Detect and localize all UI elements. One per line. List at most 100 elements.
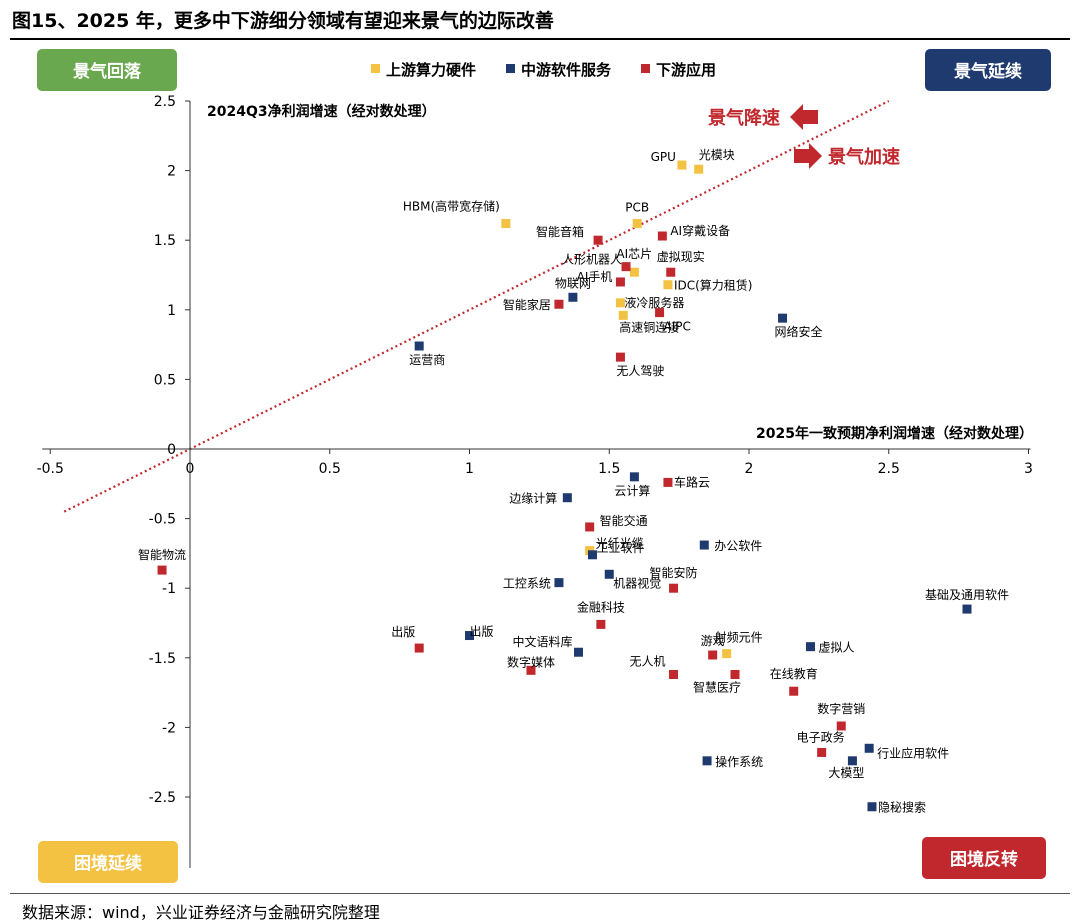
- data-point: [694, 164, 704, 174]
- data-point-label: AIPC: [664, 320, 691, 334]
- data-point-label: 数字营销: [817, 701, 865, 716]
- quadrant-label-bottom-right: 困境反转: [950, 849, 1018, 870]
- legend-swatch-downstream: [641, 64, 650, 73]
- data-point: [677, 160, 687, 170]
- legend-swatch-midstream: [506, 64, 515, 73]
- data-point-label: 液冷服务器: [624, 295, 684, 310]
- annotation-decel-text: 景气降速: [708, 107, 780, 129]
- x-tick-label: 1: [465, 461, 474, 477]
- title-rule: [10, 38, 1070, 40]
- data-point-label: 边缘计算: [509, 491, 557, 506]
- data-point-label: 无人驾驶: [616, 363, 664, 378]
- data-point: [593, 235, 603, 245]
- data-point: [157, 565, 167, 575]
- annotation-accel-text: 景气加速: [828, 146, 900, 168]
- data-point-label: 云计算: [614, 483, 650, 498]
- x-tick-label: 2.5: [878, 461, 900, 477]
- data-point: [629, 267, 639, 277]
- data-point: [847, 756, 857, 766]
- x-axis-title: 2025年一致预期净利润增速（经对数处理）: [756, 425, 1033, 442]
- data-point-label: 车路云: [674, 474, 710, 489]
- points-layer: [157, 160, 972, 812]
- legend-swatch-upstream: [371, 64, 380, 73]
- data-point-label: 电子政务: [797, 729, 845, 744]
- data-point: [663, 280, 673, 290]
- data-point: [414, 341, 424, 351]
- data-point-label: HBM(高带宽存储): [403, 198, 500, 213]
- data-point: [817, 747, 827, 757]
- y-tick-label: -2: [162, 720, 176, 736]
- x-tick-label: 1.5: [598, 461, 620, 477]
- scatter-chart: -0.5 0 0.5 1 1.5 2 2.5 3 2.5 2 1.5 1 0.5 0 -0.5 -1 -1.5 -…: [37, 49, 1051, 883]
- data-point-label: 智能物流: [138, 547, 186, 562]
- x-tick-label: 0.5: [319, 461, 341, 477]
- quadrant-label-top-left: 景气回落: [73, 61, 142, 82]
- data-point: [587, 550, 597, 560]
- data-point-label: IDC(算力租赁): [674, 278, 753, 293]
- axes: -0.5 0 0.5 1 1.5 2 2.5 3 2.5 2 1.5 1 0.5 0 -0.5 -1 -1.5 -…: [37, 94, 1033, 868]
- data-point: [621, 262, 631, 272]
- data-point: [615, 298, 625, 308]
- data-point-label: 工控系统: [503, 577, 551, 591]
- source-note: 数据来源：wind，兴业证券经济与金融研究院整理: [22, 903, 380, 922]
- data-point-label: AI手机: [577, 270, 613, 284]
- quadrant-label-top-right: 景气延续: [954, 61, 1022, 82]
- data-point-label: 虚拟现实: [657, 249, 705, 264]
- data-point-label: AI穿戴设备: [670, 223, 730, 238]
- data-point-label: 金融科技: [577, 599, 625, 614]
- data-point: [864, 743, 874, 753]
- data-point: [805, 642, 815, 652]
- data-point-label: 在线教育: [770, 666, 818, 681]
- y-tick-label: -2.5: [149, 790, 176, 806]
- data-point-label: 光纤光缆: [596, 537, 644, 551]
- quadrant-label-bottom-left: 困境延续: [74, 853, 142, 874]
- data-point: [699, 540, 709, 550]
- x-tick-label: -0.5: [37, 461, 64, 477]
- data-point-label: 智能交通: [600, 513, 648, 528]
- data-point-label: 虚拟人: [818, 641, 854, 655]
- data-point-label: 运营商: [409, 352, 445, 367]
- data-point: [778, 313, 788, 323]
- data-point: [604, 569, 614, 579]
- quadrant-badge-bottom-right: 困境反转: [922, 837, 1046, 879]
- quadrant-badge-top-left: 景气回落: [37, 49, 177, 91]
- data-point-label: 人形机器人: [562, 253, 622, 267]
- data-point: [414, 643, 424, 653]
- data-point: [596, 619, 606, 629]
- data-point: [618, 310, 628, 320]
- data-point-label: 办公软件: [714, 538, 762, 553]
- data-point: [554, 578, 564, 588]
- quadrant-badge-top-right: 景气延续: [925, 49, 1051, 91]
- legend-label-downstream: 下游应用: [656, 61, 716, 79]
- annotation-decel: 景气降速: [708, 104, 818, 130]
- y-tick-label: 1: [167, 303, 176, 319]
- y-axis-title: 2024Q3净利润增速（经对数处理）: [207, 103, 436, 120]
- data-point: [585, 522, 595, 532]
- data-point-label: 基础及通用软件: [925, 588, 1009, 602]
- data-point: [465, 631, 474, 641]
- right-arrow-icon: [794, 143, 822, 169]
- data-point-label: PCB: [625, 200, 649, 214]
- data-point: [568, 292, 578, 302]
- data-point-label: 游戏: [701, 634, 725, 648]
- data-point-label: 机器视觉: [613, 575, 661, 590]
- data-point-label: 物联网: [555, 276, 591, 290]
- x-tick-label: 0: [186, 461, 195, 477]
- data-point-label: 智能音箱: [536, 224, 584, 239]
- x-tick-label: 3: [1024, 461, 1033, 477]
- data-point: [562, 493, 572, 503]
- y-tick-label: 2.5: [154, 94, 176, 110]
- data-point-label: 数字媒体: [507, 654, 555, 669]
- data-point: [615, 277, 625, 287]
- data-point-label: 大模型: [828, 766, 864, 780]
- data-point: [666, 267, 676, 277]
- data-point-label: 隐秘搜索: [878, 800, 926, 815]
- data-point-label: 行业应用软件: [877, 745, 949, 760]
- data-point-label: 网络安全: [775, 324, 823, 339]
- data-point: [962, 604, 972, 614]
- data-point: [663, 477, 673, 487]
- y-tick-label: -1: [162, 581, 176, 597]
- data-point: [574, 647, 584, 657]
- legend: 上游算力硬件 中游软件服务 下游应用: [371, 61, 716, 79]
- data-point: [867, 802, 877, 812]
